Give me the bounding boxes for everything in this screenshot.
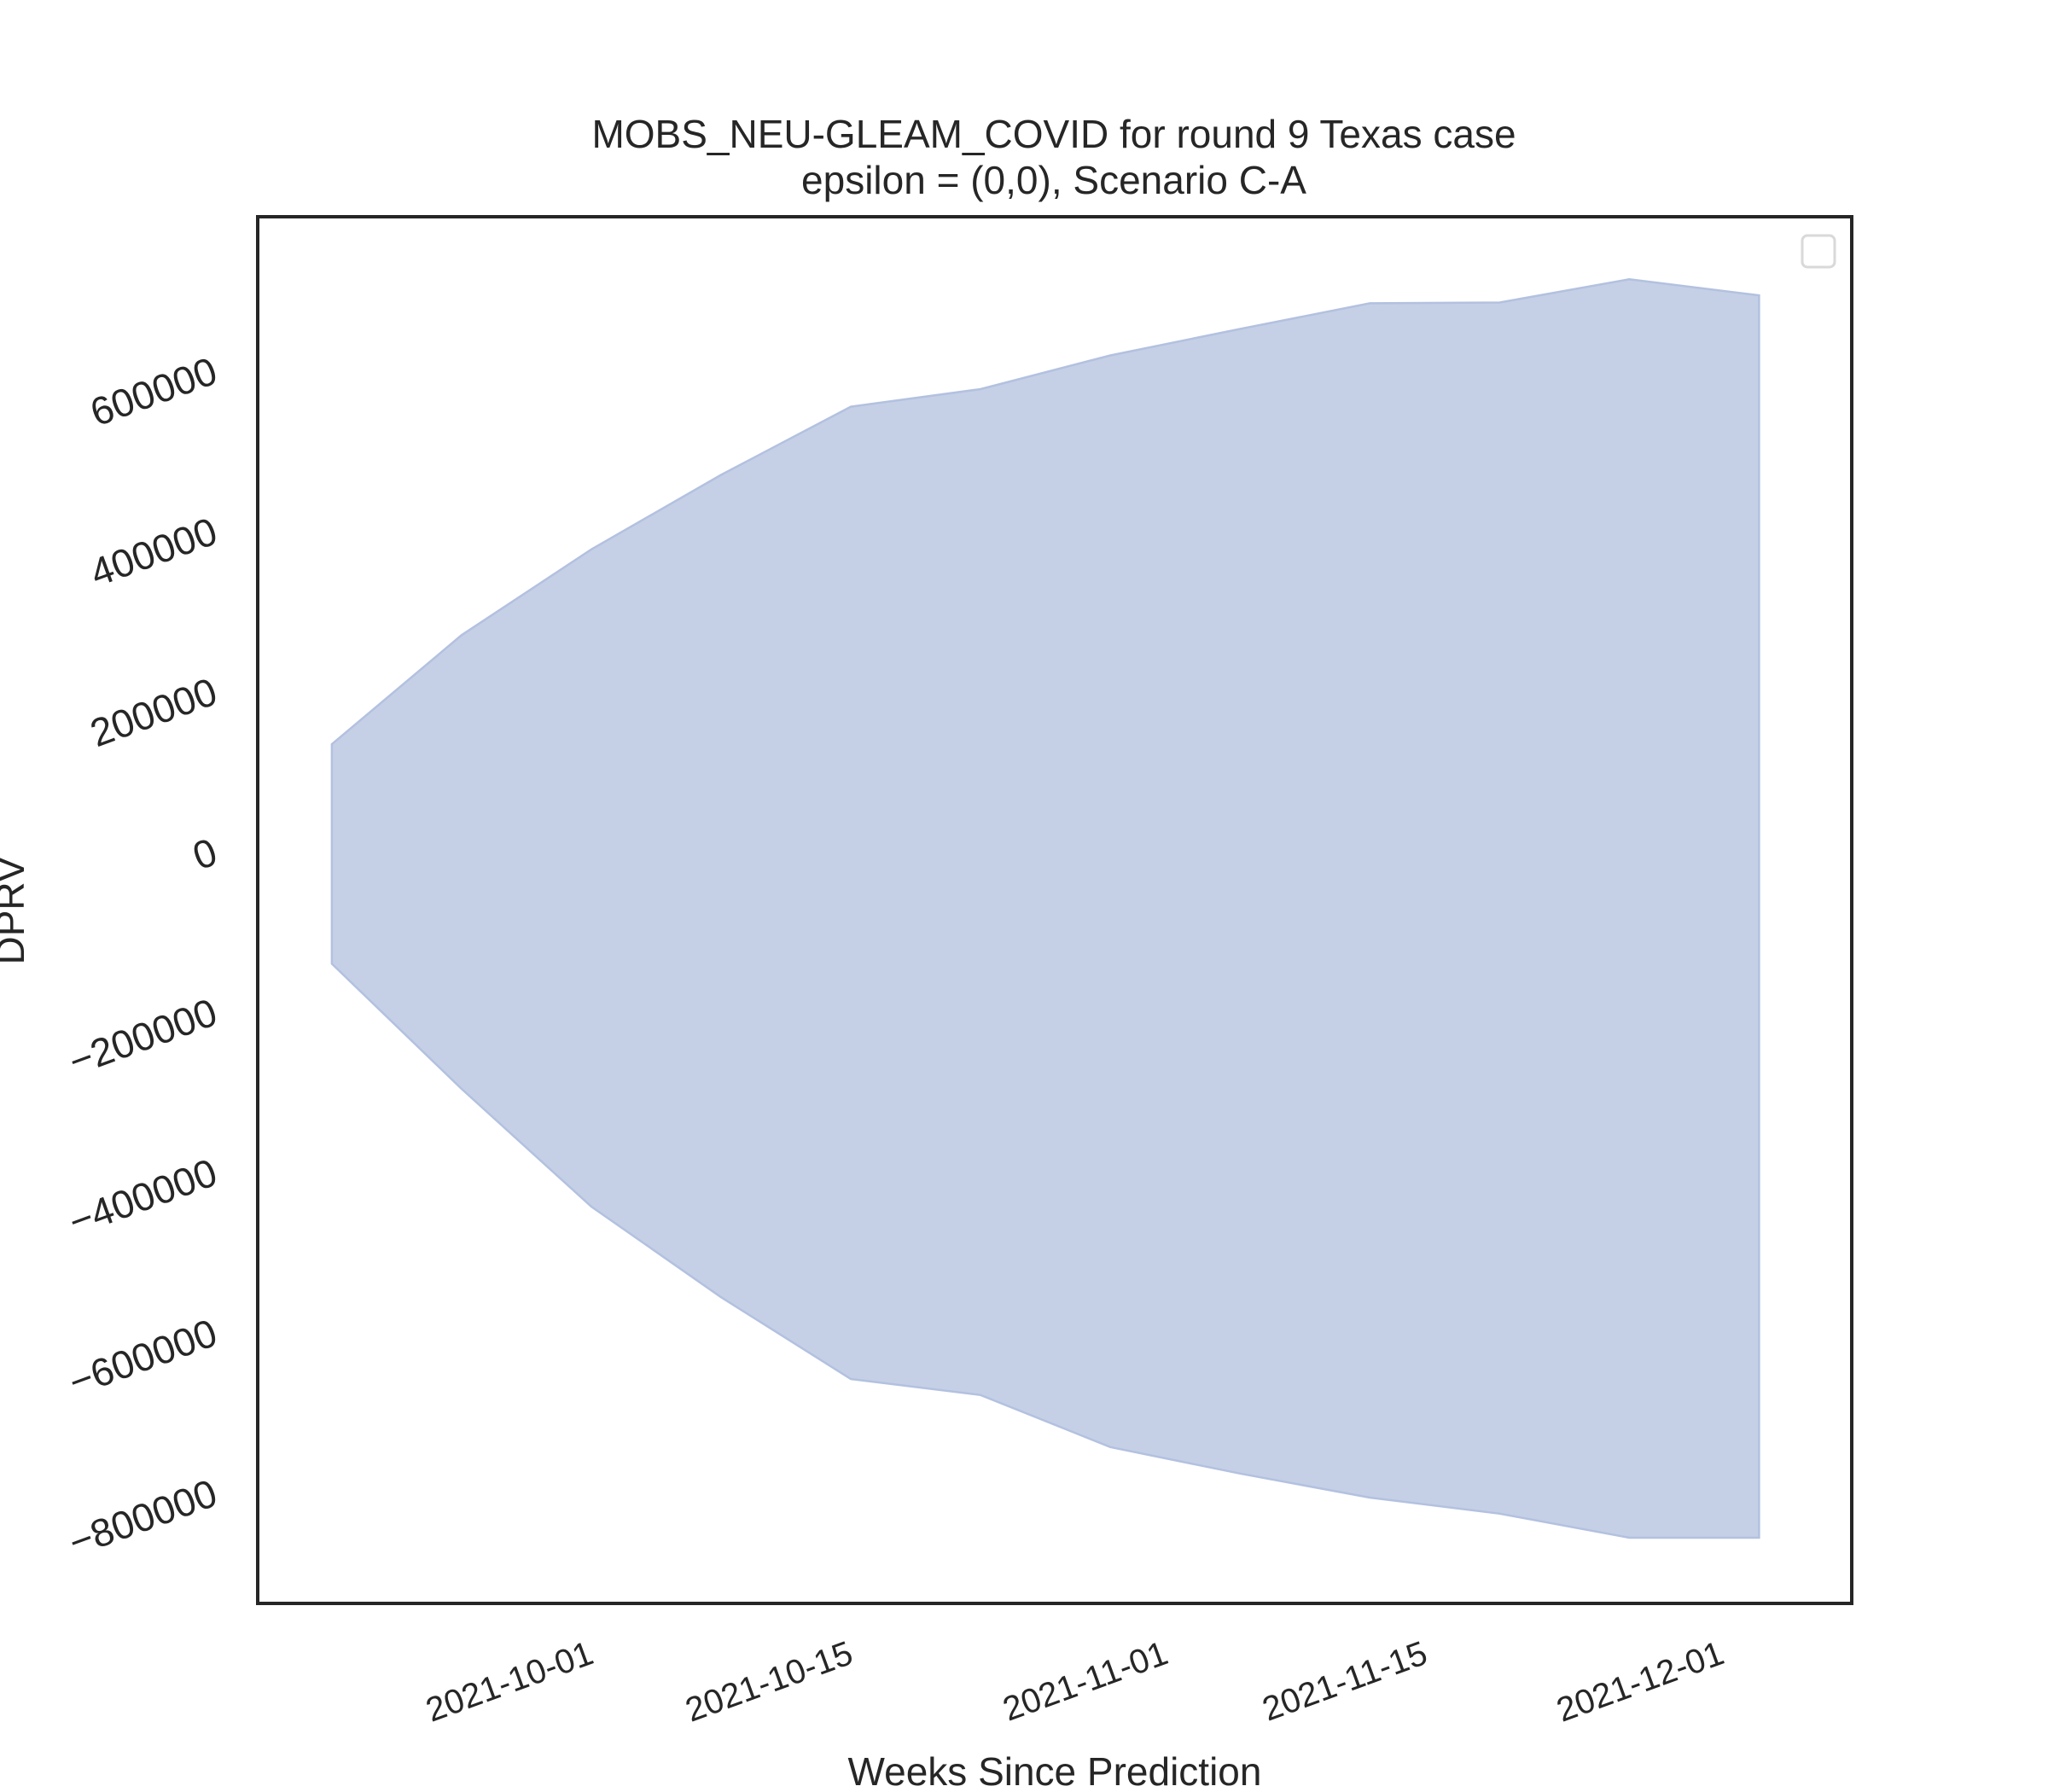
y-tick-label: −800000 <box>63 1470 223 1565</box>
legend-box <box>1801 234 1836 269</box>
x-tick-label: 2021-11-01 <box>998 1634 1173 1728</box>
x-tick-label: 2021-10-01 <box>422 1634 598 1729</box>
plot-area <box>330 278 1760 1539</box>
y-tick-label: −400000 <box>63 1149 223 1244</box>
y-tick-label: 0 <box>187 829 223 879</box>
y-tick-label: 600000 <box>84 348 223 434</box>
y-tick-label: 200000 <box>84 669 223 755</box>
y-axis-label: DPRV <box>0 856 32 964</box>
chart-subtitle: epsilon = (0,0), Scenario C-A <box>801 158 1306 202</box>
y-tick-label: 400000 <box>84 509 223 595</box>
x-tick-label: 2021-12-01 <box>1552 1634 1729 1729</box>
axes-frame <box>256 215 1853 1605</box>
x-tick-label: 2021-11-15 <box>1258 1634 1433 1728</box>
y-axis-ticks: −800000 −600000 −400000 −200000 0 200000 40000… <box>63 348 223 1565</box>
x-axis-ticks: 2021-10-01 2021-10-15 2021-11-01 2021-11-15… <box>422 1634 1729 1729</box>
x-axis-label: Weeks Since Prediction <box>848 1749 1262 1792</box>
y-tick-label: −600000 <box>63 1310 223 1405</box>
x-tick-label: 2021-10-15 <box>681 1634 858 1729</box>
y-tick-label: −200000 <box>63 989 223 1084</box>
confidence-band-0 <box>330 278 1760 1539</box>
chart-title: MOBS_NEU-GLEAM_COVID for round 9 Texas c… <box>591 112 1516 156</box>
